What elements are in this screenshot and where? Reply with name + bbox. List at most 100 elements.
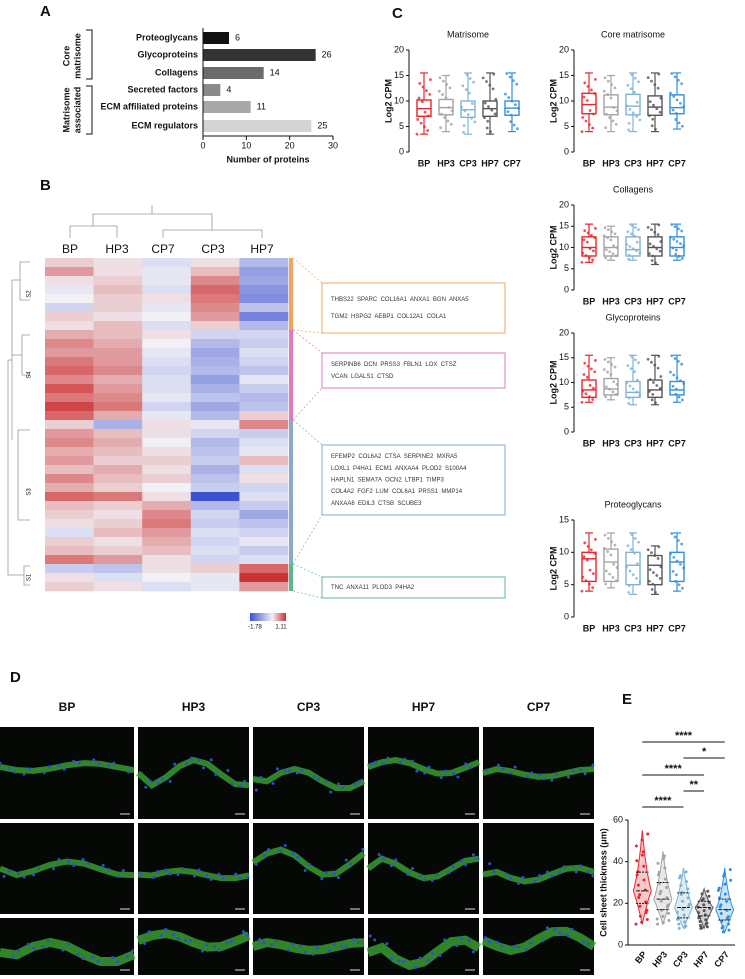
jitter-dot	[591, 398, 595, 401]
heatmap-cell	[93, 501, 143, 511]
jitter-dot	[583, 541, 587, 545]
jitter-dot	[629, 87, 633, 91]
jitter-dot	[470, 102, 474, 105]
jitter-dot	[606, 537, 610, 540]
heatmap-cell	[190, 375, 240, 385]
nucleus	[168, 779, 172, 783]
heatmap-cell	[190, 411, 240, 421]
jitter-dot	[627, 128, 630, 132]
jitter-dot	[419, 121, 423, 125]
heatmap-cell	[190, 330, 240, 340]
x-tick-label: BP	[583, 296, 596, 306]
nucleus	[570, 927, 574, 931]
jitter-dot	[672, 237, 676, 241]
jitter-dot	[718, 905, 722, 909]
nucleus	[77, 761, 81, 765]
heatmap-cell	[190, 420, 240, 430]
jitter-dot	[648, 568, 652, 572]
jitter-dot	[582, 555, 586, 559]
nucleus	[243, 779, 247, 783]
jitter-dot	[634, 922, 638, 926]
heatmap-cell	[190, 366, 240, 376]
jitter-dot	[672, 555, 676, 559]
jitter-dot	[672, 95, 676, 98]
jitter-dot	[420, 100, 424, 104]
nucleus	[430, 878, 434, 882]
nucleus	[238, 784, 242, 788]
gene-box	[321, 282, 506, 334]
x-tick-label: BP	[583, 158, 596, 168]
y-tick-label: 0	[564, 284, 569, 294]
jitter-dot	[631, 111, 635, 115]
heatmap-cell	[190, 312, 240, 322]
nucleus	[553, 928, 557, 932]
heatmap-cell	[190, 573, 240, 583]
nucleus	[332, 943, 336, 947]
jitter-dot	[678, 876, 682, 880]
nucleus	[554, 772, 558, 776]
jitter-dot	[585, 240, 589, 244]
heatmap-cell	[93, 483, 143, 493]
heatmap-cell	[190, 474, 240, 484]
jitter-dot	[633, 76, 637, 80]
heatmap-cell	[239, 312, 289, 322]
nucleus	[517, 945, 521, 949]
heatmap-cell	[45, 267, 94, 277]
category-label: ECM affiliated proteins	[100, 101, 198, 111]
column-label: HP7	[250, 242, 274, 256]
jitter-dot	[505, 72, 509, 75]
heatmap-cell	[93, 528, 143, 538]
tissue	[0, 937, 136, 967]
nucleus	[492, 870, 496, 874]
nucleus	[144, 785, 148, 789]
jitter-dot	[646, 548, 650, 552]
heatmap-cell	[142, 564, 192, 574]
nucleus	[373, 938, 377, 942]
nucleus	[57, 858, 61, 862]
nucleus	[172, 933, 176, 937]
jitter-dot	[674, 573, 678, 577]
jitter-dot	[658, 576, 662, 580]
heatmap-cell	[239, 447, 289, 457]
heatmap-cell	[93, 402, 143, 412]
jitter-dot	[602, 89, 606, 93]
heatmap-cell	[239, 537, 289, 547]
jitter-dot	[650, 259, 654, 262]
heatmap-cell	[190, 393, 240, 403]
nucleus	[111, 956, 115, 960]
y-tick-label: 20	[559, 327, 569, 337]
nucleus	[455, 944, 459, 948]
jitter-dot	[638, 118, 642, 122]
jitter-dot	[461, 84, 465, 88]
heatmap-cell	[142, 258, 192, 268]
heatmap-cell	[239, 438, 289, 448]
jitter-dot	[648, 100, 652, 104]
nucleus	[545, 926, 549, 930]
nucleus	[312, 775, 316, 779]
y-tick-label: 10	[559, 547, 569, 557]
nucleus	[324, 871, 328, 875]
jitter-dot	[585, 99, 589, 102]
nucleus	[426, 958, 430, 962]
nucleus	[382, 857, 386, 861]
nucleus	[353, 782, 357, 786]
heatmap-cell	[239, 276, 289, 286]
nucleus	[533, 880, 537, 884]
jitter-dot	[583, 361, 587, 365]
jitter-dot	[640, 838, 644, 842]
nucleus	[451, 865, 455, 869]
nucleus	[57, 763, 61, 767]
nucleus	[283, 769, 287, 773]
heatmap-cell	[239, 465, 289, 475]
jitter-dot	[661, 914, 665, 918]
jitter-dot	[638, 893, 642, 897]
heatmap-cell	[239, 366, 289, 376]
nucleus	[180, 867, 184, 871]
nucleus	[164, 928, 168, 932]
heatmap-cell	[45, 438, 94, 448]
column-label: HP3	[182, 700, 206, 714]
jitter-dot	[636, 883, 640, 887]
heatmap-cell	[45, 285, 94, 295]
heatmap-cell	[239, 456, 289, 466]
heatmap-cell	[190, 303, 240, 313]
